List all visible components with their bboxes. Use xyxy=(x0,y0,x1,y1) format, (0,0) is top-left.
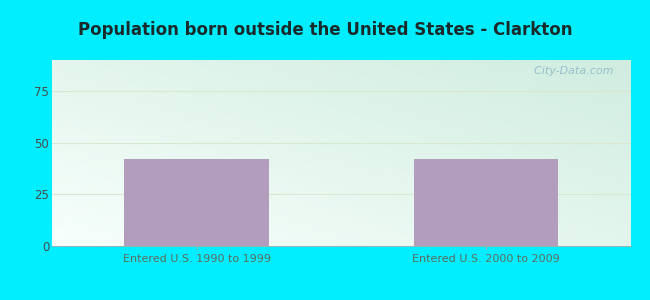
Bar xyxy=(413,159,558,246)
Bar xyxy=(124,159,269,246)
Text: Population born outside the United States - Clarkton: Population born outside the United State… xyxy=(78,21,572,39)
Text: City-Data.com: City-Data.com xyxy=(526,66,613,76)
